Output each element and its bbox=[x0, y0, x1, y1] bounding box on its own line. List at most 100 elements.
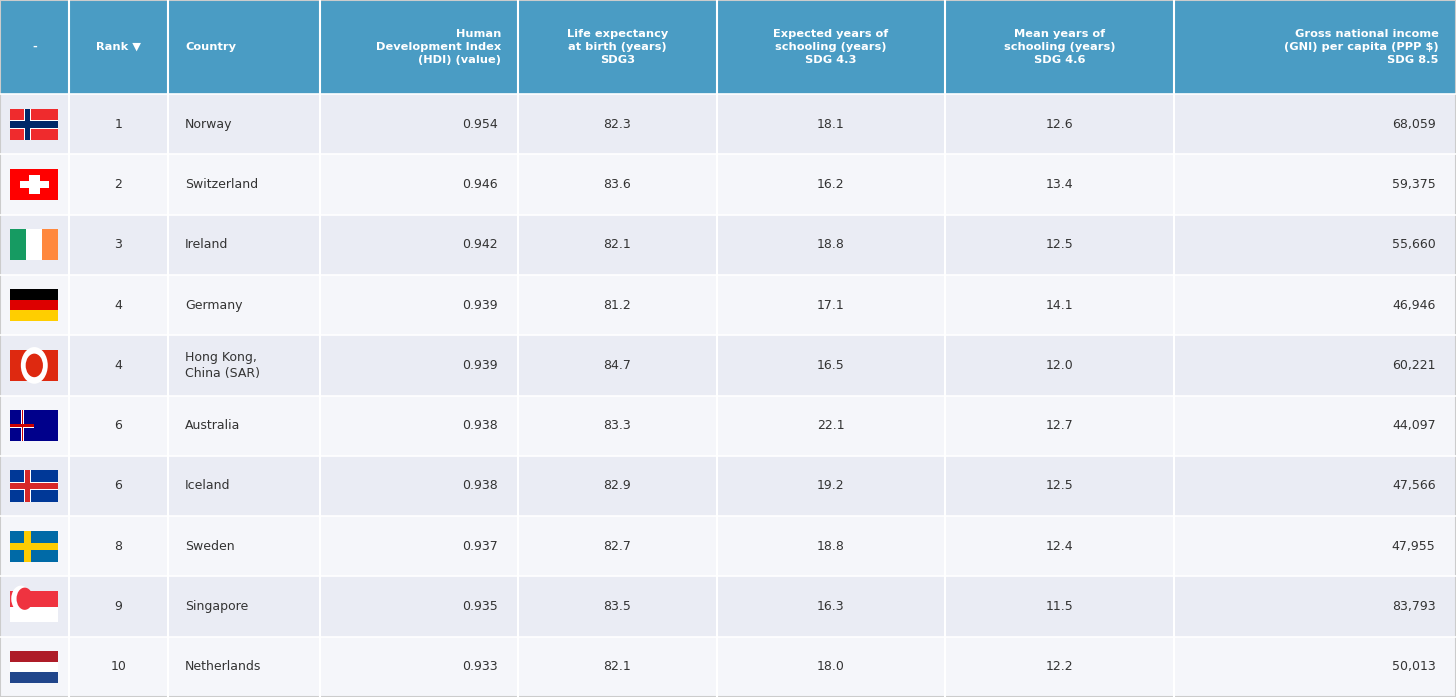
FancyBboxPatch shape bbox=[0, 335, 1456, 396]
Text: 16.2: 16.2 bbox=[817, 178, 844, 191]
FancyBboxPatch shape bbox=[10, 482, 58, 489]
FancyBboxPatch shape bbox=[10, 651, 58, 661]
FancyBboxPatch shape bbox=[10, 121, 58, 128]
FancyBboxPatch shape bbox=[1174, 0, 1456, 94]
FancyBboxPatch shape bbox=[10, 530, 58, 562]
FancyBboxPatch shape bbox=[20, 181, 48, 188]
Ellipse shape bbox=[12, 585, 31, 612]
Text: 17.1: 17.1 bbox=[817, 298, 844, 312]
Text: 81.2: 81.2 bbox=[604, 298, 632, 312]
Text: 12.7: 12.7 bbox=[1045, 419, 1073, 432]
Text: 18.1: 18.1 bbox=[817, 118, 844, 131]
Text: Sweden: Sweden bbox=[185, 539, 234, 553]
Text: 12.5: 12.5 bbox=[1045, 480, 1073, 493]
FancyBboxPatch shape bbox=[945, 0, 1174, 94]
FancyBboxPatch shape bbox=[42, 229, 58, 261]
FancyBboxPatch shape bbox=[10, 424, 35, 427]
Text: Life expectancy
at birth (years)
SDG3: Life expectancy at birth (years) SDG3 bbox=[566, 29, 668, 66]
Text: 83.5: 83.5 bbox=[604, 600, 632, 613]
Text: 59,375: 59,375 bbox=[1392, 178, 1436, 191]
Ellipse shape bbox=[26, 353, 42, 377]
Text: 18.8: 18.8 bbox=[817, 539, 844, 553]
Text: 12.5: 12.5 bbox=[1045, 238, 1073, 252]
Text: 9: 9 bbox=[114, 600, 122, 613]
Text: 0.942: 0.942 bbox=[463, 238, 498, 252]
Text: Ireland: Ireland bbox=[185, 238, 229, 252]
Text: 82.7: 82.7 bbox=[604, 539, 632, 553]
FancyBboxPatch shape bbox=[10, 169, 58, 200]
Text: Switzerland: Switzerland bbox=[185, 178, 258, 191]
FancyBboxPatch shape bbox=[26, 229, 42, 261]
Text: Germany: Germany bbox=[185, 298, 243, 312]
Text: Hong Kong,
China (SAR): Hong Kong, China (SAR) bbox=[185, 351, 261, 380]
Text: 83,793: 83,793 bbox=[1392, 600, 1436, 613]
FancyBboxPatch shape bbox=[10, 591, 58, 606]
Text: Rank ▼: Rank ▼ bbox=[96, 42, 141, 52]
Text: 4: 4 bbox=[114, 359, 122, 372]
Text: 0.937: 0.937 bbox=[462, 539, 498, 553]
FancyBboxPatch shape bbox=[10, 424, 35, 427]
FancyBboxPatch shape bbox=[10, 310, 58, 321]
Text: 84.7: 84.7 bbox=[604, 359, 632, 372]
Text: Mean years of
schooling (years)
SDG 4.6: Mean years of schooling (years) SDG 4.6 bbox=[1003, 29, 1115, 66]
Text: Expected years of
schooling (years)
SDG 4.3: Expected years of schooling (years) SDG … bbox=[773, 29, 888, 66]
FancyBboxPatch shape bbox=[10, 410, 58, 441]
Text: 1: 1 bbox=[114, 118, 122, 131]
Text: 68,059: 68,059 bbox=[1392, 118, 1436, 131]
Text: 13.4: 13.4 bbox=[1045, 178, 1073, 191]
Text: 0.954: 0.954 bbox=[462, 118, 498, 131]
Text: Iceland: Iceland bbox=[185, 480, 230, 493]
Text: Singapore: Singapore bbox=[185, 600, 249, 613]
Text: 0.946: 0.946 bbox=[463, 178, 498, 191]
Text: 82.3: 82.3 bbox=[604, 118, 632, 131]
Text: 6: 6 bbox=[114, 480, 122, 493]
FancyBboxPatch shape bbox=[0, 576, 1456, 637]
Text: 0.938: 0.938 bbox=[462, 480, 498, 493]
FancyBboxPatch shape bbox=[10, 300, 58, 310]
Text: 0.939: 0.939 bbox=[463, 359, 498, 372]
Text: 82.1: 82.1 bbox=[604, 660, 632, 673]
Text: -: - bbox=[32, 42, 36, 52]
FancyBboxPatch shape bbox=[10, 350, 58, 381]
FancyBboxPatch shape bbox=[10, 672, 58, 682]
FancyBboxPatch shape bbox=[0, 94, 1456, 154]
FancyBboxPatch shape bbox=[10, 606, 58, 622]
Text: 19.2: 19.2 bbox=[817, 480, 844, 493]
FancyBboxPatch shape bbox=[0, 275, 1456, 335]
FancyBboxPatch shape bbox=[0, 154, 1456, 215]
Text: 0.938: 0.938 bbox=[462, 419, 498, 432]
FancyBboxPatch shape bbox=[10, 482, 58, 491]
Text: 8: 8 bbox=[114, 539, 122, 553]
FancyBboxPatch shape bbox=[320, 0, 518, 94]
Text: 82.9: 82.9 bbox=[604, 480, 632, 493]
FancyBboxPatch shape bbox=[10, 120, 58, 129]
FancyBboxPatch shape bbox=[10, 542, 58, 550]
Text: 12.2: 12.2 bbox=[1045, 660, 1073, 673]
Text: Gross national income
(GNI) per capita (PPP $)
SDG 8.5: Gross national income (GNI) per capita (… bbox=[1284, 29, 1439, 66]
Text: 12.6: 12.6 bbox=[1045, 118, 1073, 131]
Text: 50,013: 50,013 bbox=[1392, 660, 1436, 673]
FancyBboxPatch shape bbox=[716, 0, 945, 94]
Text: 16.5: 16.5 bbox=[817, 359, 844, 372]
FancyBboxPatch shape bbox=[0, 395, 1456, 456]
Text: 14.1: 14.1 bbox=[1045, 298, 1073, 312]
Text: 22.1: 22.1 bbox=[817, 419, 844, 432]
Text: Country: Country bbox=[185, 42, 236, 52]
Text: 0.933: 0.933 bbox=[463, 660, 498, 673]
Text: 11.5: 11.5 bbox=[1045, 600, 1073, 613]
FancyBboxPatch shape bbox=[0, 516, 1456, 576]
FancyBboxPatch shape bbox=[167, 0, 320, 94]
FancyBboxPatch shape bbox=[10, 289, 58, 300]
FancyBboxPatch shape bbox=[10, 470, 58, 502]
Text: 46,946: 46,946 bbox=[1392, 298, 1436, 312]
Text: 18.0: 18.0 bbox=[817, 660, 844, 673]
Text: 82.1: 82.1 bbox=[604, 238, 632, 252]
Text: 47,566: 47,566 bbox=[1392, 480, 1436, 493]
Text: Netherlands: Netherlands bbox=[185, 660, 262, 673]
FancyBboxPatch shape bbox=[25, 109, 31, 140]
Text: 83.6: 83.6 bbox=[604, 178, 632, 191]
Text: 6: 6 bbox=[114, 419, 122, 432]
FancyBboxPatch shape bbox=[20, 410, 23, 441]
FancyBboxPatch shape bbox=[29, 175, 41, 194]
Text: 55,660: 55,660 bbox=[1392, 238, 1436, 252]
